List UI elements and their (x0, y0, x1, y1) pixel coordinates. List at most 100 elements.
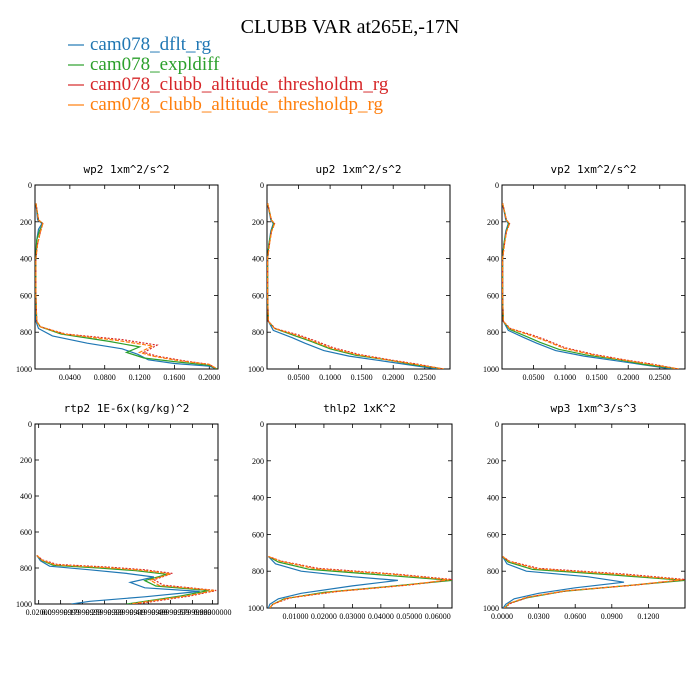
x-tick-label: 0.06000 (425, 612, 451, 621)
x-tick-label: 0.41999999 (129, 608, 167, 617)
x-tick-label: 0.2000 (382, 373, 404, 382)
series-line-4 (267, 203, 444, 369)
y-tick-label: 600 (20, 291, 32, 300)
legend-label: cam078_dflt_rg (90, 34, 212, 55)
y-tick-label: 600 (252, 291, 264, 300)
series-line-1 (267, 556, 398, 608)
plot-frame (501, 184, 686, 370)
series-line-1 (502, 203, 673, 369)
legend-label: cam078_expldiff (90, 54, 220, 75)
y-tick-label: 0 (495, 181, 499, 190)
panels: wp2 1xm^2/s^2 0 200 400 600 800 1000 0.0400 0.08… (16, 163, 686, 621)
legend-label: cam078_clubb_altitude_thresholdp_rg (90, 94, 384, 115)
panel-title: up2 1xm^2/s^2 (315, 163, 401, 176)
x-tick-label: 0.0500 (523, 373, 545, 382)
x-tick-label: 0.09999999 (42, 608, 80, 617)
series-line-3 (267, 203, 444, 369)
x-tick-label: 0.25999999 (86, 608, 124, 617)
y-tick-label: 800 (252, 328, 264, 337)
y-tick-label: 200 (252, 218, 264, 227)
series-line-4 (268, 555, 450, 608)
plot-frame (266, 423, 453, 609)
panel-2: up2 1xm^2/s^2 0 200 400 600 800 1000 0.0500 0.10… (248, 163, 451, 382)
y-tick-label: 800 (487, 567, 499, 576)
legend-label: cam078_clubb_altitude_thresholdm_rg (90, 74, 389, 95)
x-tick-label: 0.2000 (617, 373, 639, 382)
x-tick-label: 0.0300 (528, 612, 550, 621)
series-group (267, 555, 452, 608)
x-tick-label: 0.0800 (94, 373, 116, 382)
series-line-2 (502, 203, 679, 369)
x-tick-label: 0.04000 (368, 612, 394, 621)
y-tick-label: 800 (252, 567, 264, 576)
y-tick-label: 200 (20, 456, 32, 465)
series-line-2 (502, 556, 685, 608)
panel-1: wp2 1xm^2/s^2 0 200 400 600 800 1000 0.0400 0.08… (16, 163, 220, 382)
y-tick-label: 800 (20, 328, 32, 337)
x-tick-label: 0.03000 (339, 612, 365, 621)
series-group (502, 203, 679, 369)
panel-title: wp3 1xm^3/s^3 (550, 402, 636, 415)
series-line-3 (36, 554, 217, 604)
plot-frame (34, 184, 219, 370)
x-tick-label: 0.1200 (637, 612, 659, 621)
y-tick-label: 0 (260, 181, 264, 190)
series-line-2 (267, 203, 444, 369)
panel-4: rtp2 1E-6x(kg/kg)^2 0 200 400 600 800 10000.02… (16, 402, 232, 617)
x-tick-label: 0.1600 (163, 373, 185, 382)
panel-3: vp2 1xm^2/s^2 0 200 400 600 800 1000 0.0500 0.10… (483, 163, 686, 382)
y-tick-label: 600 (252, 530, 264, 539)
x-tick-label: 0.1000 (554, 373, 576, 382)
x-tick-label: 0.0900 (601, 612, 623, 621)
series-group (502, 556, 685, 608)
y-tick-label: 200 (487, 457, 499, 466)
series-line-2 (35, 203, 218, 369)
y-tick-label: 800 (20, 564, 32, 573)
y-tick-label: 1000 (248, 604, 264, 613)
figure-title: CLUBB VAR at265E,-17N (241, 16, 460, 38)
y-tick-label: 400 (20, 492, 32, 501)
y-tick-label: 1000 (16, 365, 32, 374)
panel-title: thlp2 1xK^2 (323, 402, 396, 415)
x-tick-label: 0.66000000 (194, 608, 232, 617)
x-tick-label: 0.2000 (198, 373, 220, 382)
y-tick-label: 200 (20, 218, 32, 227)
plot-frame (34, 423, 219, 605)
y-tick-label: 0 (28, 420, 32, 429)
series-line-3 (502, 203, 679, 369)
x-tick-label: 0.0000 (491, 612, 513, 621)
series-line-4 (36, 554, 215, 604)
y-tick-label: 200 (487, 218, 499, 227)
x-tick-label: 0.2500 (649, 373, 671, 382)
x-tick-label: 0.2500 (414, 373, 436, 382)
panel-title: rtp2 1E-6x(kg/kg)^2 (64, 402, 190, 415)
y-tick-label: 1000 (483, 365, 499, 374)
x-tick-label: 0.33999999 (108, 608, 146, 617)
x-tick-label: 0.49999999 (151, 608, 189, 617)
x-tick-label: 0.02000 (311, 612, 337, 621)
x-tick-label: 0.02000 (26, 608, 52, 617)
x-tick-label: 0.0500 (288, 373, 310, 382)
x-tick-label: 0.57999999 (173, 608, 211, 617)
x-tick-label: 0.1500 (351, 373, 373, 382)
x-tick-label: 0.05000 (396, 612, 422, 621)
x-tick-label: 0.1500 (586, 373, 608, 382)
x-tick-label: 0.01000 (282, 612, 308, 621)
y-tick-label: 0 (28, 181, 32, 190)
series-line-1 (35, 203, 218, 369)
legend: cam078_dflt_rgcam078_expldiffcam078_club… (68, 34, 389, 115)
series-group (36, 554, 217, 604)
y-tick-label: 600 (487, 291, 499, 300)
x-tick-label: 0.0600 (564, 612, 586, 621)
series-line-1 (267, 203, 438, 369)
y-tick-label: 600 (20, 528, 32, 537)
plot-frame (266, 184, 451, 370)
series-line-2 (36, 554, 209, 604)
y-tick-label: 400 (20, 255, 32, 264)
panel-title: vp2 1xm^2/s^2 (550, 163, 636, 176)
y-tick-label: 1000 (248, 365, 264, 374)
panel-title: wp2 1xm^2/s^2 (83, 163, 169, 176)
series-line-4 (35, 203, 218, 369)
